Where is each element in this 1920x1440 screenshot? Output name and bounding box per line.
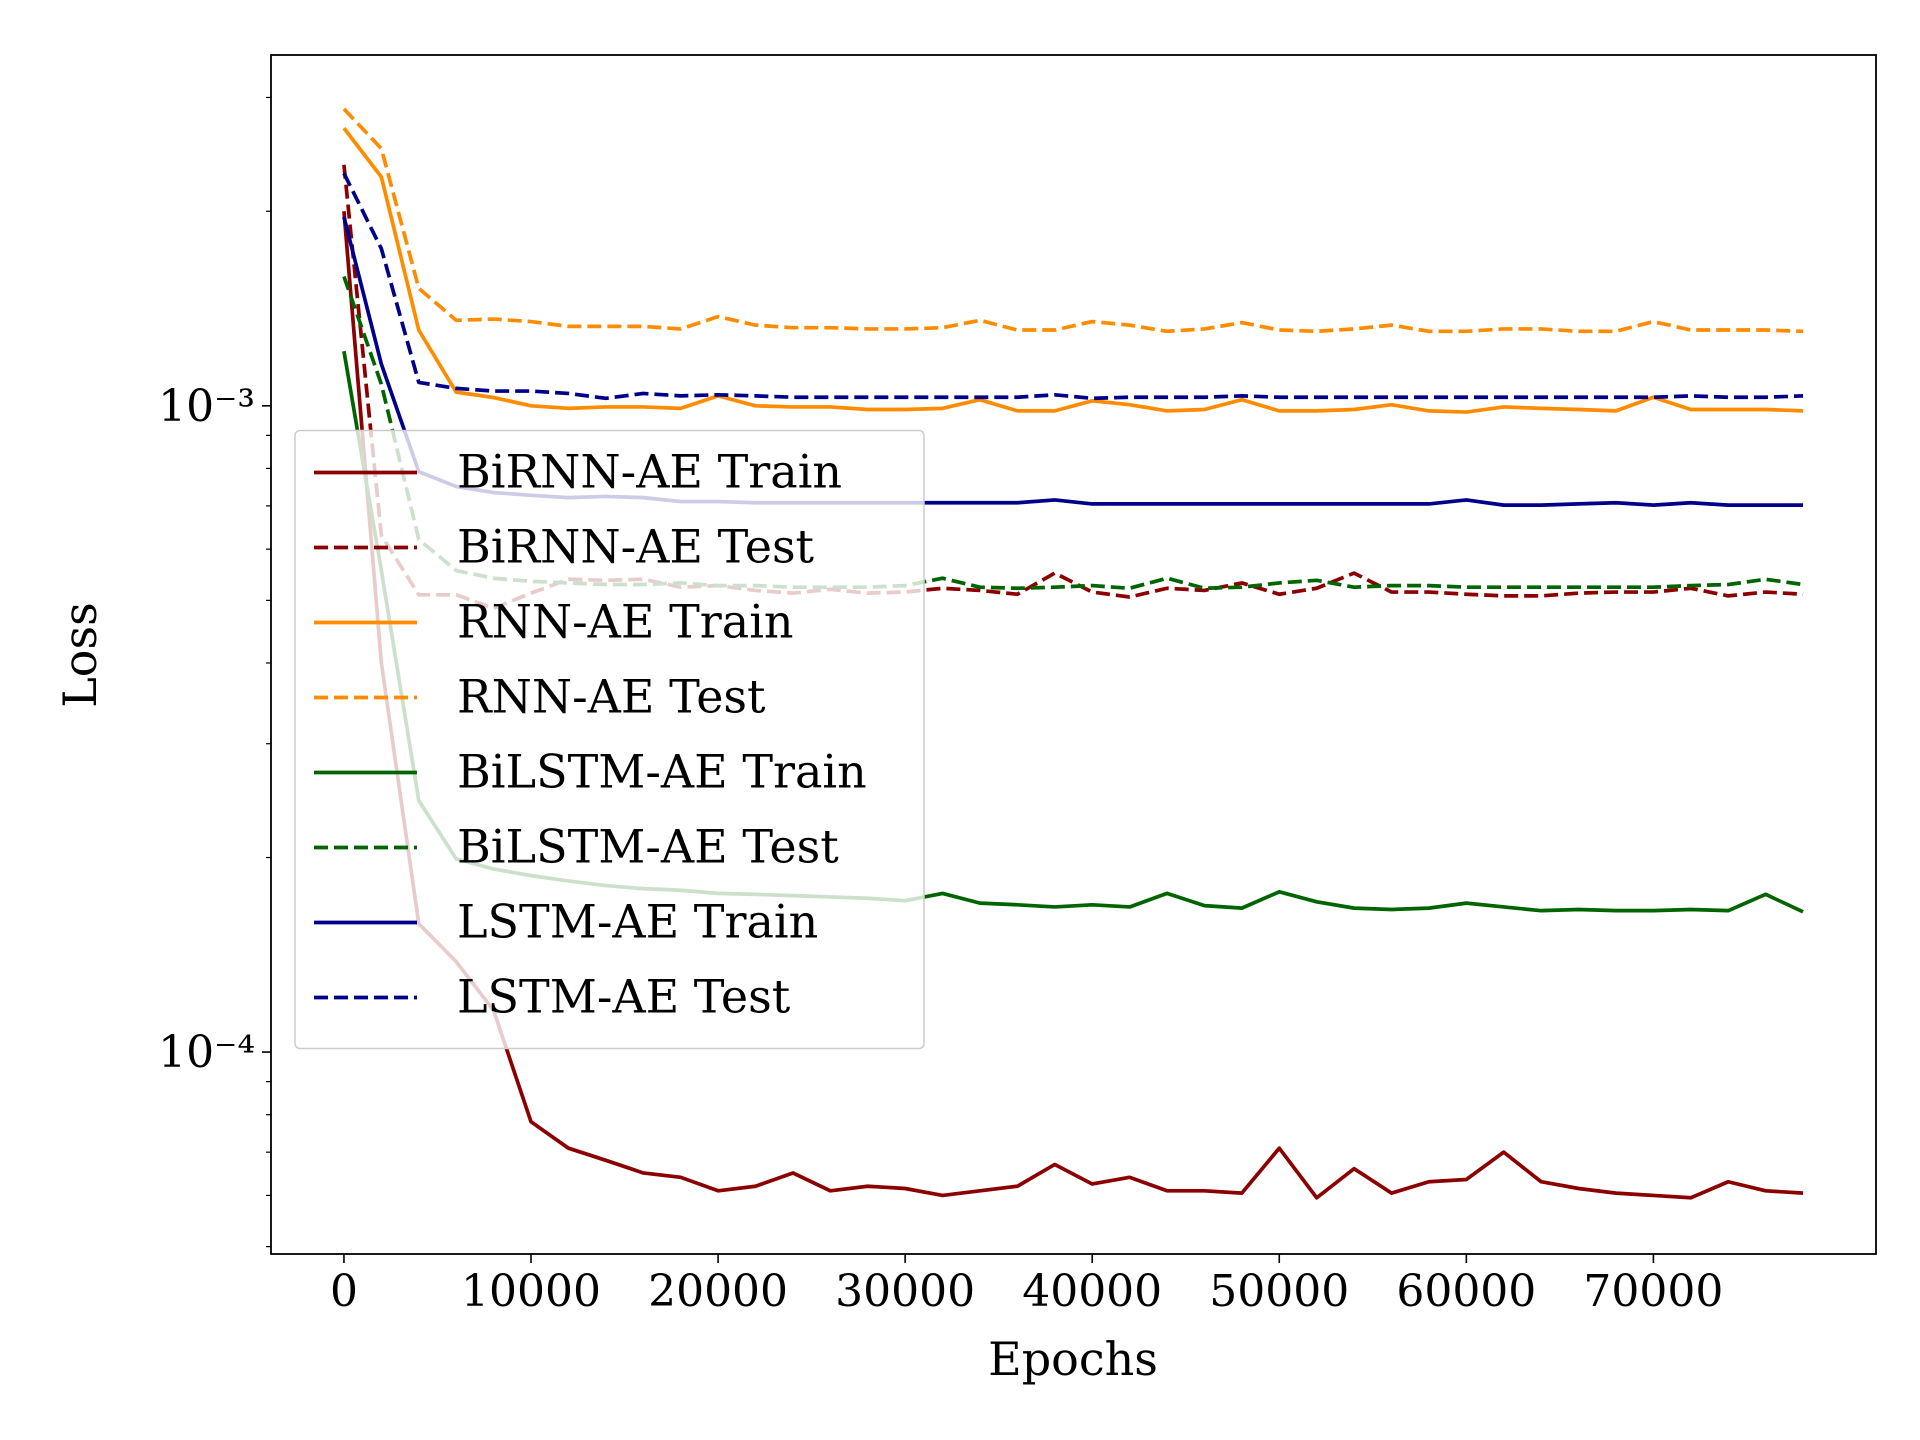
legend-label: BiRNN-AE Train bbox=[457, 445, 842, 499]
x-tick-label: 0 bbox=[330, 1266, 358, 1317]
legend-box bbox=[294, 429, 925, 1050]
legend-label: LSTM-AE Test bbox=[457, 970, 791, 1024]
x-tick-label: 70000 bbox=[1583, 1266, 1723, 1317]
legend: BiRNN-AE Train BiRNN-AE Test RNN-AE Train R… bbox=[294, 429, 925, 1050]
x-tick-label: 30000 bbox=[835, 1266, 975, 1317]
legend-label: RNN-AE Train bbox=[457, 595, 794, 649]
x-tick-label: 60000 bbox=[1396, 1266, 1536, 1317]
axes-frame bbox=[270, 54, 1877, 1255]
legend-label: RNN-AE Test bbox=[457, 670, 766, 724]
x-tick-label: 20000 bbox=[648, 1266, 788, 1317]
series-line bbox=[342, 107, 1804, 334]
y-axis-label: Loss bbox=[53, 602, 107, 707]
x-tick-label: 40000 bbox=[1022, 1266, 1162, 1317]
series-line bbox=[342, 172, 1804, 401]
legend-label: BiLSTM-AE Train bbox=[457, 745, 867, 799]
x-tick-label: 10000 bbox=[461, 1266, 601, 1317]
legend-label: BiRNN-AE Test bbox=[457, 520, 815, 574]
y-tick-label: 10⁻³ bbox=[158, 381, 255, 432]
series-line bbox=[342, 275, 1804, 591]
x-axis-label: Epochs bbox=[988, 1332, 1158, 1386]
series-line bbox=[342, 211, 1804, 1200]
legend-label: BiLSTM-AE Test bbox=[457, 820, 839, 874]
legend-label: LSTM-AE Train bbox=[457, 895, 818, 949]
y-tick-label: 10⁻⁴ bbox=[158, 1027, 255, 1078]
x-tick-label: 50000 bbox=[1209, 1266, 1349, 1317]
series-line bbox=[342, 126, 1804, 414]
